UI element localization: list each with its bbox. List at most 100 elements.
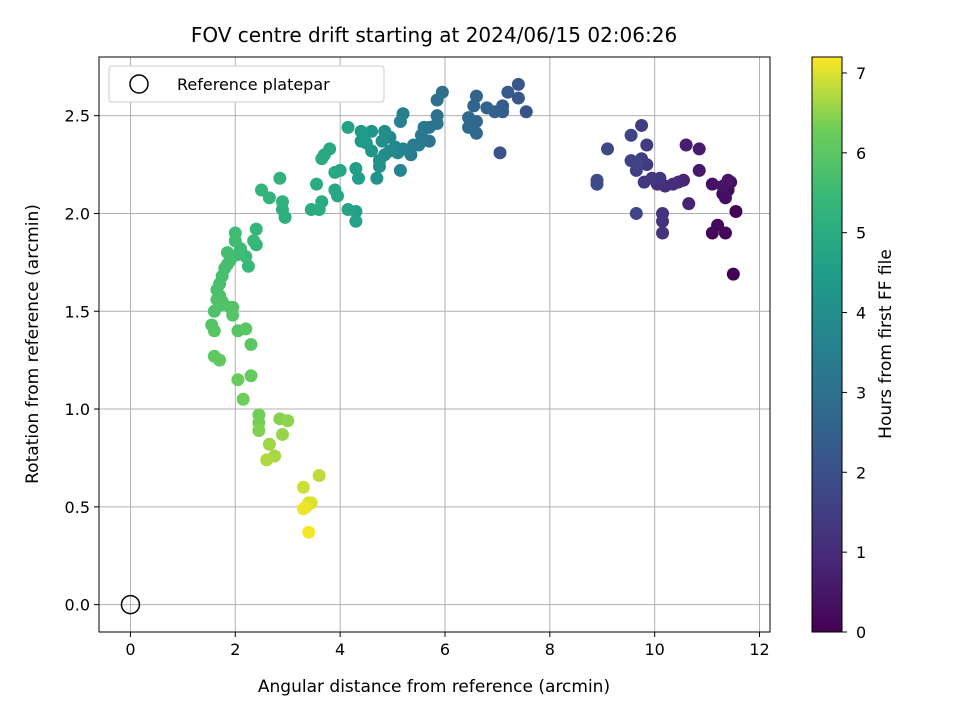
data-point <box>302 525 316 539</box>
x-tick-label: 2 <box>230 640 240 659</box>
data-point <box>262 437 276 451</box>
colorbar-tick-label: 0 <box>856 623 866 642</box>
data-point <box>375 134 389 148</box>
data-point <box>328 165 342 179</box>
data-point <box>493 146 507 160</box>
data-point <box>692 163 706 177</box>
data-point <box>378 124 392 138</box>
data-point <box>275 427 289 441</box>
data-point <box>239 322 253 336</box>
data-point <box>469 89 483 103</box>
data-point <box>341 203 355 217</box>
data-point <box>296 480 310 494</box>
colorbar: 0 1 2 3 4 5 6 7 Hours from first FF file <box>811 56 896 642</box>
data-point <box>210 283 224 297</box>
data-point <box>637 175 651 189</box>
data-point <box>407 138 421 152</box>
x-tick-label: 8 <box>545 640 555 659</box>
data-point <box>275 195 289 209</box>
data-point <box>519 105 533 119</box>
data-point <box>213 353 227 367</box>
data-point <box>370 171 384 185</box>
data-point <box>692 142 706 156</box>
legend-entry-reference: Reference platepar <box>177 75 330 94</box>
colorbar-tick-label: 3 <box>856 383 866 402</box>
y-tick-label: 0.5 <box>65 498 90 517</box>
data-point <box>656 226 670 240</box>
colorbar-tick-label: 7 <box>856 64 866 83</box>
data-point <box>252 424 266 438</box>
data-point <box>328 183 342 197</box>
legend-marker <box>129 74 149 94</box>
data-point <box>228 226 242 240</box>
x-tick-label: 12 <box>749 640 769 659</box>
data-point <box>629 206 643 220</box>
legend-box <box>108 65 385 103</box>
data-point <box>372 160 386 174</box>
x-axis-ticks: 0 2 4 6 8 10 12 <box>125 632 770 659</box>
x-tick-label: 4 <box>335 640 345 659</box>
data-point <box>393 115 407 129</box>
data-point <box>656 214 670 228</box>
data-point <box>600 142 614 156</box>
data-point <box>354 134 368 148</box>
data-point <box>718 191 732 205</box>
data-point <box>511 91 525 105</box>
data-point <box>462 111 476 125</box>
colorbar-ticks: 0 1 2 3 4 5 6 7 <box>842 64 866 642</box>
data-point <box>711 218 725 232</box>
data-point <box>341 120 355 134</box>
data-points <box>205 77 743 539</box>
colorbar-tick-label: 2 <box>856 463 866 482</box>
y-tick-label: 0.0 <box>65 596 90 615</box>
y-tick-label: 2.5 <box>65 107 90 126</box>
data-point <box>511 77 525 91</box>
data-point <box>721 173 735 187</box>
x-tick-label: 10 <box>644 640 664 659</box>
chart-title: FOV centre drift starting at 2024/06/15 … <box>191 23 677 47</box>
y-axis-label: Rotation from reference (arcmin) <box>23 204 43 484</box>
y-tick-label: 1.0 <box>65 400 90 419</box>
x-tick-label: 0 <box>125 640 135 659</box>
colorbar-tick-label: 5 <box>856 224 866 243</box>
data-point <box>729 205 743 219</box>
data-point <box>281 414 295 428</box>
data-point <box>310 177 324 191</box>
data-point <box>480 101 494 115</box>
data-point <box>244 369 258 383</box>
data-point <box>590 173 604 187</box>
data-point <box>220 246 234 260</box>
reference-marker <box>120 594 141 615</box>
data-point <box>244 338 258 351</box>
data-point <box>705 177 719 191</box>
data-point <box>241 259 255 273</box>
data-point <box>414 128 428 142</box>
legend: Reference platepar <box>108 65 385 103</box>
data-point <box>501 85 515 99</box>
x-tick-label: 6 <box>440 640 450 659</box>
data-point <box>726 267 740 281</box>
data-point <box>682 197 696 211</box>
x-axis-label: Angular distance from reference (arcmin) <box>258 677 610 697</box>
data-point <box>304 203 318 217</box>
data-point <box>624 128 638 142</box>
y-axis-ticks: 0.0 0.5 1.0 1.5 2.0 2.5 <box>65 107 99 615</box>
data-point <box>296 502 310 516</box>
data-point <box>236 392 250 406</box>
colorbar-tick-label: 6 <box>856 144 866 163</box>
data-point <box>467 99 481 113</box>
data-point <box>226 308 240 322</box>
data-point <box>273 171 287 185</box>
data-point <box>249 222 263 236</box>
data-point <box>462 120 476 134</box>
data-point <box>679 138 693 152</box>
colorbar-tick-label: 4 <box>856 304 866 323</box>
y-tick-label: 2.0 <box>65 204 90 223</box>
colorbar-label: Hours from first FF file <box>876 249 896 439</box>
data-point <box>207 324 221 338</box>
data-point <box>635 118 649 132</box>
data-point <box>255 183 269 197</box>
data-point <box>393 163 407 177</box>
colorbar-gradient <box>811 56 843 633</box>
